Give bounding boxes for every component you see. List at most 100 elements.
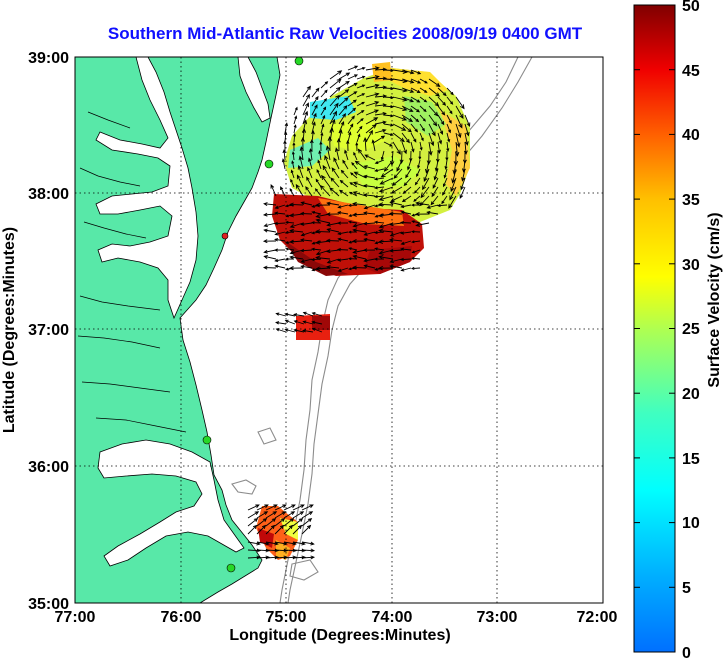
velocity-vector: [292, 141, 296, 152]
velocity-vector: [365, 117, 379, 125]
velocity-vector: [355, 141, 359, 152]
velocity-vector: [346, 139, 350, 152]
velocity-vector: [436, 203, 448, 208]
velocity-vector: [374, 128, 387, 134]
velocity-vector: [362, 248, 376, 252]
velocity-vector: [305, 186, 313, 197]
velocity-vector: [420, 186, 430, 199]
velocity-vector: [378, 228, 394, 234]
velocity-vector: [317, 159, 322, 170]
velocity-vector: [399, 257, 412, 262]
velocity-vector: [337, 258, 349, 262]
velocity-vector: [437, 123, 444, 135]
velocity-vector: [274, 238, 286, 242]
velocity-vector: [330, 177, 340, 188]
velocity-vector: [263, 249, 277, 254]
velocity-vector: [273, 248, 286, 252]
velocity-vector: [428, 114, 438, 127]
velocity-vector: [419, 96, 428, 103]
velocity-vector: [329, 86, 341, 98]
velocity-vector: [363, 264, 376, 269]
velocity-vector: [371, 139, 376, 152]
velocity-vector: [413, 186, 421, 194]
velocity-vector: [270, 184, 277, 197]
velocity-vector: [363, 136, 368, 152]
velocity-vector: [263, 255, 277, 260]
colorbar-tick-label: 20: [682, 386, 700, 403]
colorbar-tick-label: 35: [682, 192, 700, 209]
x-tick-label: 77:00: [55, 609, 96, 626]
velocity-vector: [314, 229, 331, 234]
velocity-vector: [354, 160, 367, 170]
velocity-vector: [301, 524, 312, 535]
velocity-vector: [413, 195, 421, 202]
colorbar-tick-label: 40: [682, 127, 700, 144]
velocity-vector: [401, 132, 410, 144]
velocity-vector: [351, 238, 367, 244]
velocity-vector: [300, 264, 313, 269]
velocity-vector: [400, 240, 412, 245]
velocity-vector: [450, 177, 457, 193]
velocity-vector: [302, 311, 314, 317]
velocity-vector: [383, 159, 394, 172]
x-axis-ticks: 77:00 76:00 75:00 74:00 73:00 72:00: [55, 609, 618, 626]
velocity-vector: [411, 249, 421, 254]
velocity-vector: [290, 178, 295, 188]
velocity-vector: [337, 237, 349, 242]
velocity-vector: [283, 517, 295, 527]
velocity-vector: [374, 168, 385, 172]
velocity-vector: [320, 132, 324, 143]
velocity-vector: [300, 201, 313, 206]
velocity-vector: [301, 548, 316, 553]
x-axis-label: Longitude (Degrees:Minutes): [229, 627, 450, 644]
velocity-vector: [356, 84, 366, 89]
velocity-vector: [311, 210, 322, 215]
velocity-vector: [256, 504, 269, 511]
velocity-vector: [347, 82, 358, 89]
velocity-vector: [311, 121, 316, 134]
velocity-vector: [401, 87, 415, 93]
velocity-vector: [377, 265, 394, 271]
velocity-vector: [389, 264, 403, 269]
velocity-vector: [446, 114, 452, 124]
colorbar-tick-label: 5: [682, 580, 691, 597]
x-tick-label: 76:00: [161, 609, 202, 626]
velocity-vector: [430, 195, 439, 206]
velocity-vector: [338, 97, 349, 107]
velocity-vector: [321, 174, 331, 188]
velocity-vector: [298, 155, 304, 170]
radar-stations: [202, 57, 304, 573]
velocity-vector: [329, 70, 343, 80]
velocity-vector: [410, 256, 421, 260]
velocity-vector: [299, 146, 304, 161]
velocity-vector: [401, 69, 415, 75]
velocity-vector: [433, 168, 439, 181]
velocity-vector: [401, 141, 407, 155]
velocity-vector: [363, 193, 376, 197]
velocity-vector: [443, 168, 448, 179]
velocity-vector: [338, 72, 351, 80]
velocity-vector: [247, 504, 260, 511]
velocity-vector: [262, 265, 277, 270]
radar-station-marker: [202, 435, 212, 445]
velocity-vector: [301, 517, 313, 527]
velocity-vector: [289, 187, 295, 197]
velocity-vector: [334, 147, 340, 161]
velocity-vector: [383, 123, 394, 127]
velocity-vector: [337, 231, 349, 236]
velocity-vector: [262, 239, 277, 244]
velocity-vector: [400, 231, 412, 235]
velocity-vector: [365, 75, 380, 80]
velocity-vector: [459, 186, 466, 199]
velocity-vector: [307, 166, 313, 179]
velocity-vector: [407, 159, 412, 171]
velocity-vector: [302, 93, 310, 107]
velocity-vector: [365, 109, 380, 116]
velocity-vector: [414, 177, 421, 186]
velocity-vector: [329, 102, 339, 116]
velocity-vector: [441, 195, 448, 205]
velocity-vector: [392, 132, 405, 143]
velocity-vector: [293, 328, 305, 333]
velocity-vector: [405, 168, 412, 179]
